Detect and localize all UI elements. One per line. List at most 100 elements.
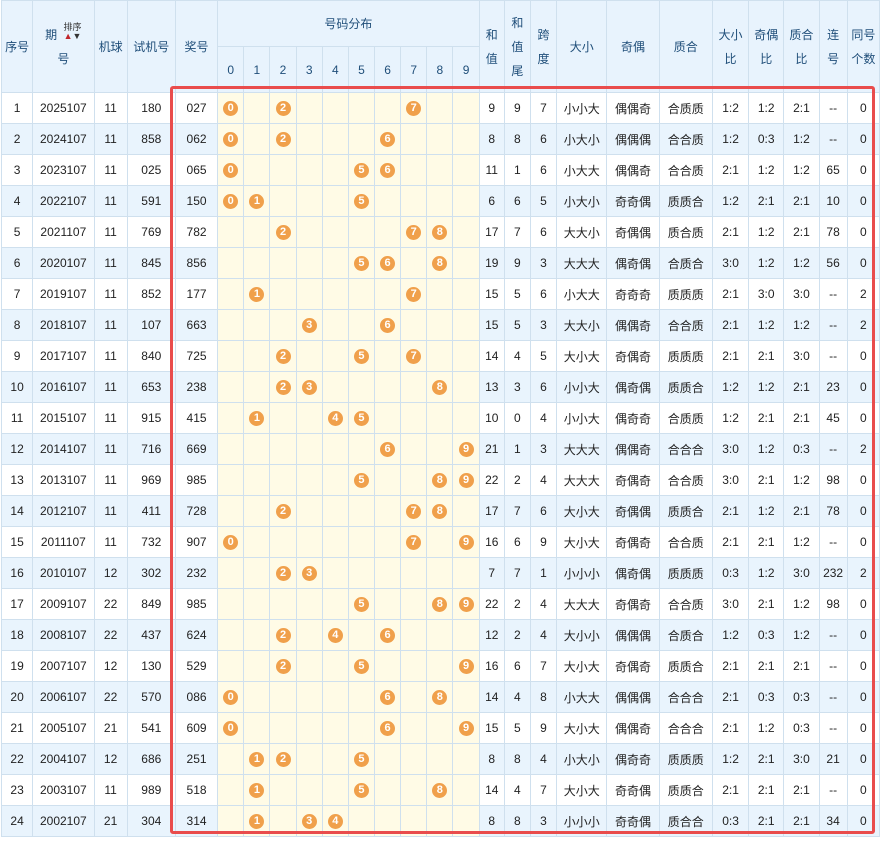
cell-prime: 合质质 [658,402,713,434]
digit-ball: 2 [275,349,291,364]
cell-machine: 11 [93,371,128,403]
dist-cell: 5 [347,340,376,372]
table-row: 11 2015107 11 915 415 1 4 5 10 0 4 小小大 偶奇奇 合质质 1:2 2:1 2… [0,402,881,434]
dist-cell [321,309,349,341]
cell-consec: -- [818,278,848,310]
cell-machine: 21 [93,712,128,744]
cell-prime: 合质合 [658,247,713,279]
dist-cell [295,216,323,248]
dist-cell: 1 [243,278,271,310]
cell-same: 0 [846,805,881,837]
cell-seq: 15 [0,526,34,558]
cell-size: 小大小 [556,743,608,775]
dist-cell [269,402,297,434]
cell-prize: 027 [174,92,219,124]
cell-consec: 56 [818,247,848,279]
cell-prime: 质质合 [658,185,713,217]
cell-period: 2025107 [32,92,95,124]
cell-machine: 11 [93,216,128,248]
dist-cell: 2 [269,371,297,403]
cell-trial: 989 [126,774,176,806]
digit-ball: 5 [353,163,369,178]
dist-cell: 5 [347,588,376,620]
cell-prize: 415 [174,402,219,434]
dist-cell: 9 [452,464,480,496]
cell-span: 7 [529,774,558,806]
cell-size: 大大大 [556,464,608,496]
digit-ball: 2 [275,225,291,240]
dist-cell: 2 [269,650,297,682]
cell-prime: 合合质 [658,464,713,496]
cell-parity-ratio: 2:1 [748,743,785,775]
digit-ball: 0 [223,163,239,178]
dist-cell [321,433,349,465]
sort-up-icon[interactable]: ▲ [63,30,73,41]
dist-cell: 6 [374,154,402,186]
cell-same: 2 [846,433,881,465]
dist-cell [426,650,454,682]
cell-sum: 14 [478,774,505,806]
dist-cell [426,309,454,341]
dist-cell: 6 [374,712,402,744]
cell-prize: 725 [174,340,219,372]
cell-consec: -- [818,340,848,372]
cell-prize: 663 [174,309,219,341]
cell-consec: 21 [818,743,848,775]
cell-trial: 411 [126,495,176,527]
dist-cell: 2 [269,340,297,372]
cell-period: 2010107 [32,557,95,589]
cell-tail: 4 [503,340,531,372]
dist-cell: 5 [347,154,376,186]
cell-size-ratio: 2:1 [711,278,750,310]
cell-sum: 15 [478,712,505,744]
dist-cell [426,743,454,775]
cell-trial: 653 [126,371,176,403]
digit-ball: 6 [380,628,396,643]
cell-sum: 17 [478,495,505,527]
dist-cell [243,123,271,155]
dist-cell: 7 [400,526,428,558]
table-row: 1 2025107 11 180 027 0 2 7 9 9 7 小小大 偶偶奇 合质质 1:2 1:2 2:1… [0,92,881,124]
dist-cell: 3 [295,309,323,341]
cell-size-ratio: 3:0 [711,247,750,279]
cell-tail: 1 [503,154,531,186]
sort-down-icon[interactable]: ▼ [72,30,82,41]
table-row: 21 2005107 21 541 609 0 6 9 15 5 9 大小大 偶偶奇 合合合 2:1 1:2 0… [0,712,881,744]
table-row: 15 2011107 11 732 907 0 7 9 16 6 9 大小大 奇偶奇 合合质 2:1 2:1 1… [0,526,881,558]
cell-prize: 529 [174,650,219,682]
sort-control[interactable]: 排序 ▲▼ [63,22,82,41]
dist-cell [321,464,349,496]
dist-cell: 2 [269,123,297,155]
cell-period: 2004107 [32,743,95,775]
header-period[interactable]: 期 排序 ▲▼ 号 [32,0,95,93]
dist-cell: 3 [295,371,323,403]
header-digit: 9 [452,46,480,93]
cell-prime: 合合质 [658,588,713,620]
cell-size-ratio: 0:3 [711,805,750,837]
cell-tail: 2 [503,588,531,620]
cell-period: 2023107 [32,154,95,186]
cell-span: 1 [529,557,558,589]
header-digit: 4 [321,46,349,93]
dist-cell [321,123,349,155]
dist-cell: 1 [243,805,271,837]
dist-cell [452,154,480,186]
dist-cell [295,185,323,217]
digit-ball: 1 [249,194,265,209]
dist-cell [426,712,454,744]
digit-ball: 6 [380,132,396,147]
header-parity-ratio: 奇偶比 [748,0,785,93]
cell-size: 小小大 [556,92,608,124]
cell-span: 3 [529,247,558,279]
dist-cell [426,92,454,124]
dist-cell [347,92,376,124]
header-digit: 6 [374,46,402,93]
cell-sum: 14 [478,340,505,372]
digit-ball: 8 [432,473,448,488]
cell-seq: 5 [0,216,34,248]
dist-cell [374,216,402,248]
table-row: 24 2002107 21 304 314 1 3 4 8 8 3 小小小 奇奇偶 质合合 0:3 2:1 2:… [0,805,881,837]
cell-machine: 22 [93,588,128,620]
dist-cell [452,402,480,434]
cell-span: 4 [529,402,558,434]
